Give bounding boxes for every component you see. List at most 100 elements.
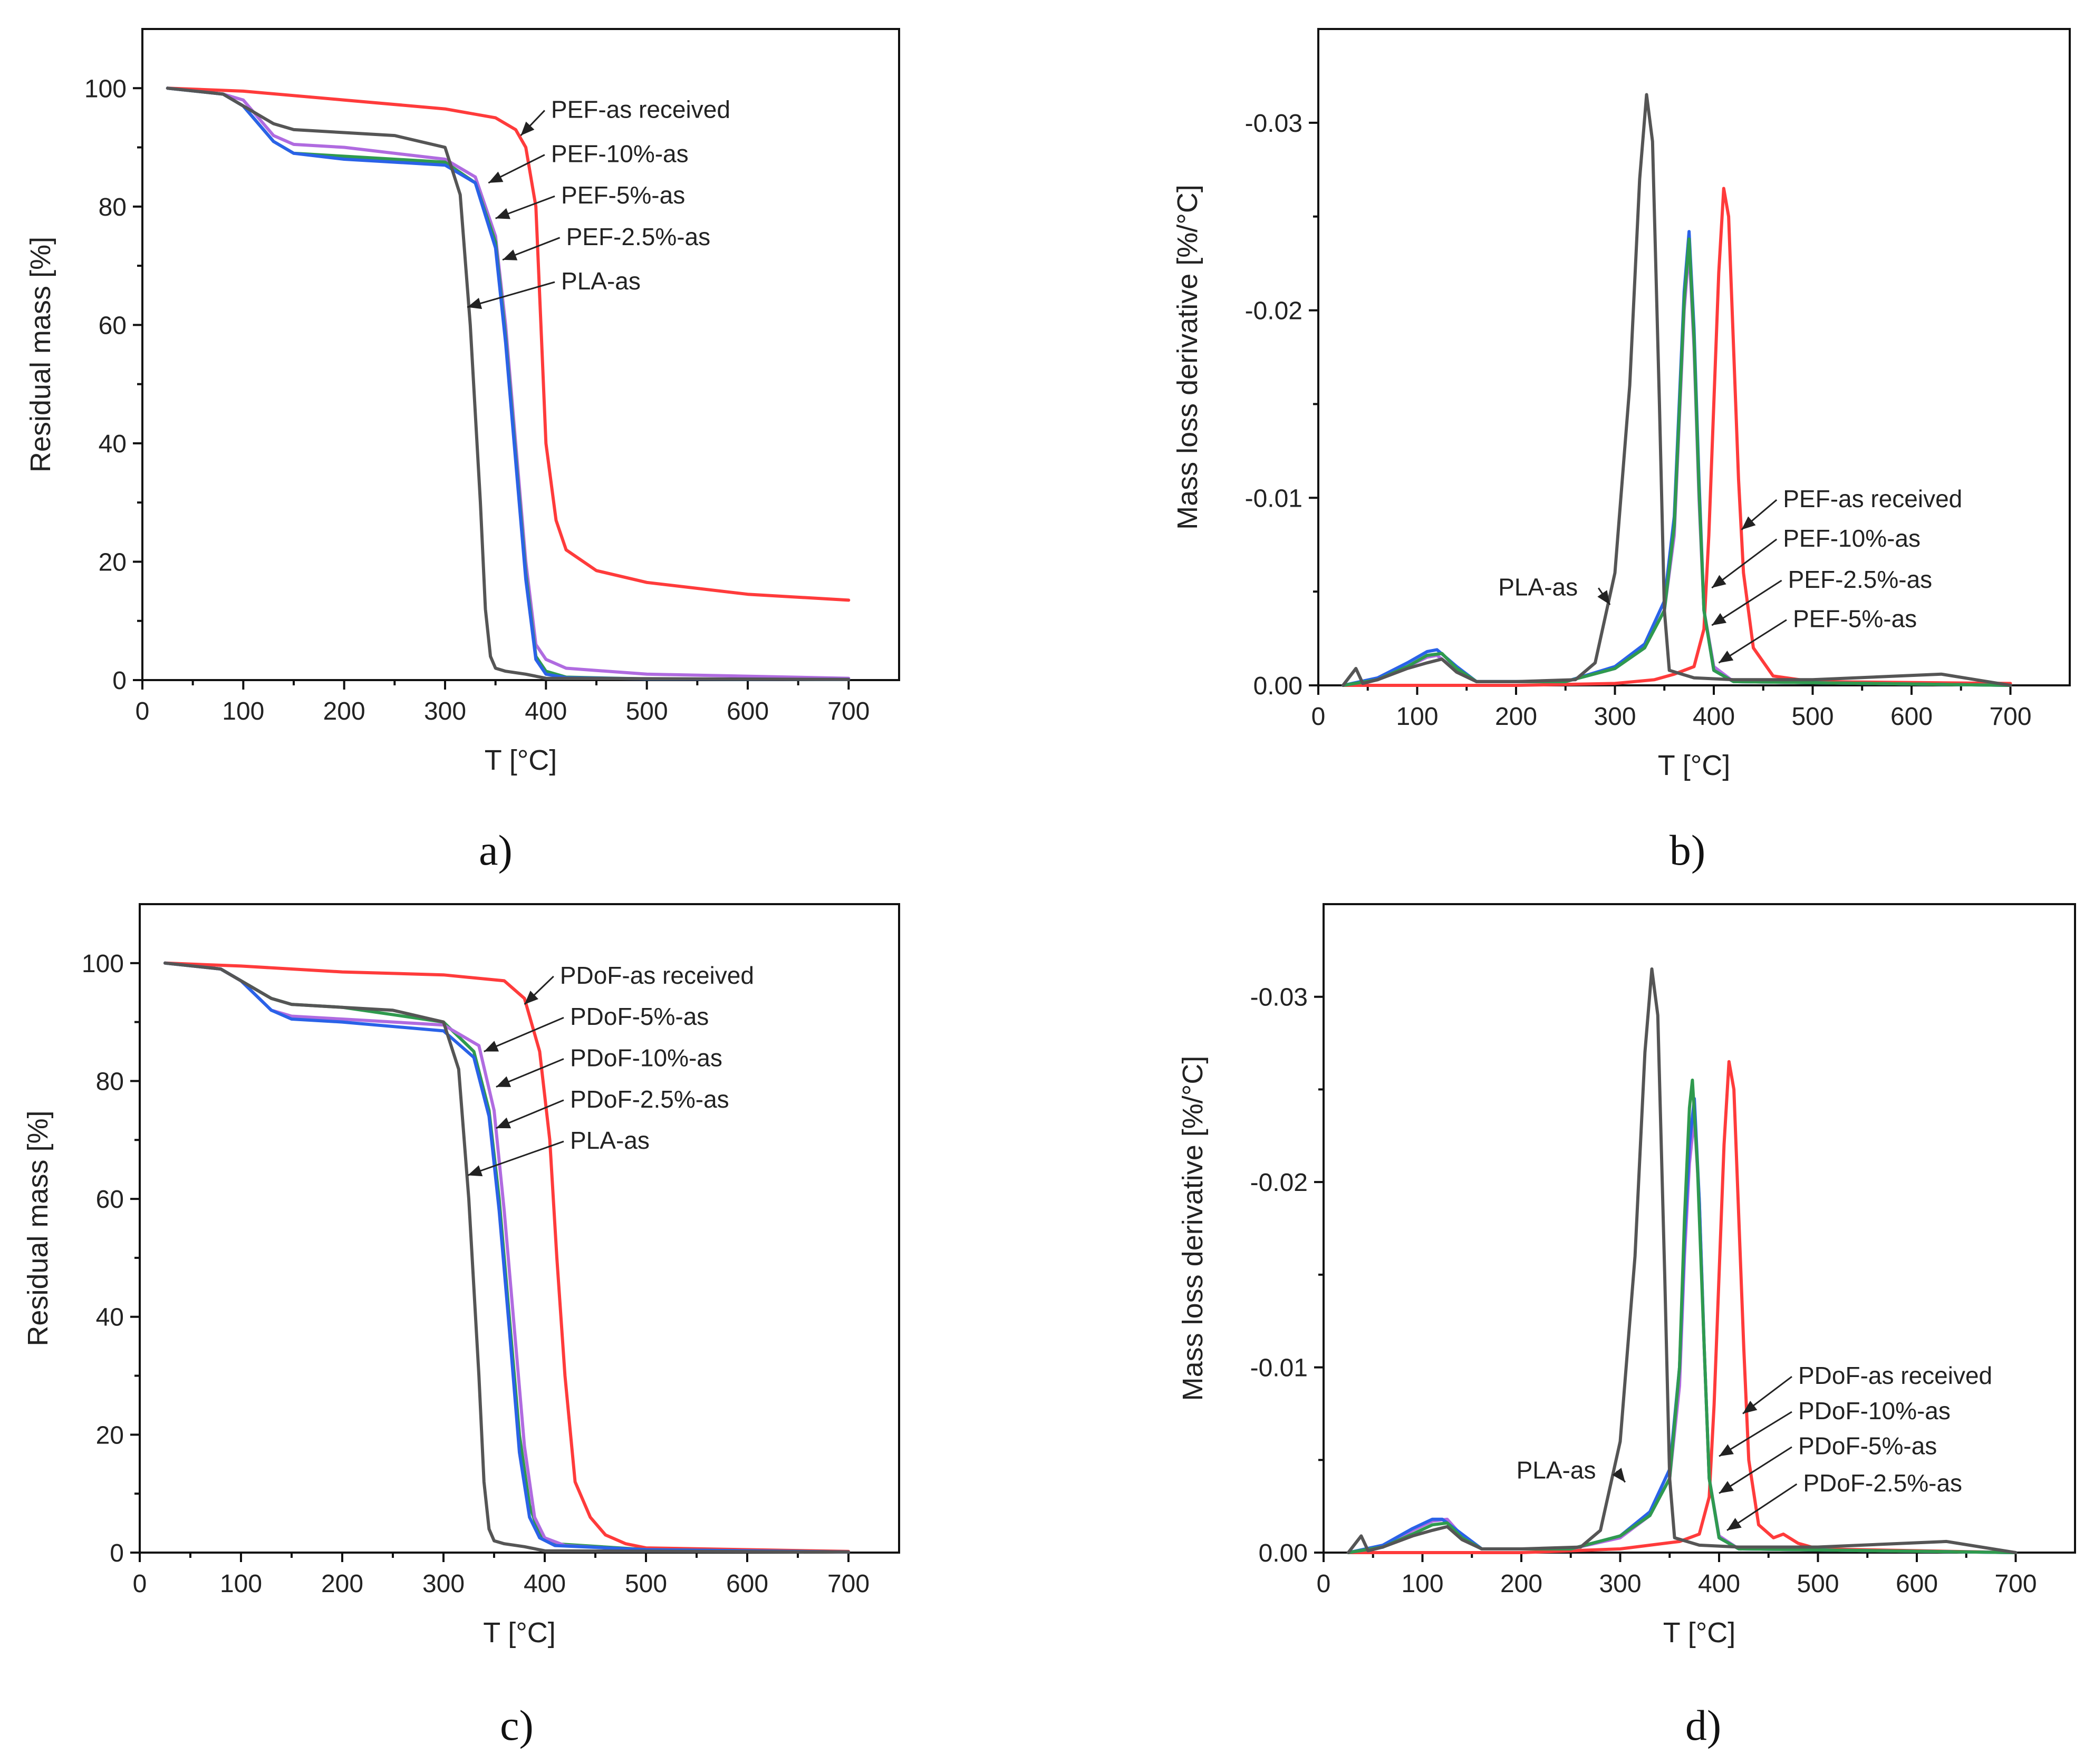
annotation-arrowhead <box>1727 1518 1742 1530</box>
annotation-arrowhead <box>1612 1468 1625 1482</box>
y-axis-label: Mass loss derivative [%/°C] <box>1177 1056 1209 1401</box>
annotation-label: PLA-as <box>561 267 641 295</box>
annotation-arrowhead <box>496 1117 512 1129</box>
annotation-arrowhead <box>1712 575 1726 588</box>
x-tick-label: 100 <box>1401 1570 1443 1598</box>
y-tick-label: 60 <box>99 312 127 340</box>
annotation-label: PEF-as received <box>551 95 730 123</box>
annotation-arrowhead <box>1712 613 1727 626</box>
x-axis-label: T [°C] <box>1658 750 1731 781</box>
annotation-label: PDoF-10%-as <box>570 1044 722 1072</box>
x-tick-label: 500 <box>1797 1570 1839 1598</box>
plot-frame <box>1317 28 2071 686</box>
y-tick-label: -0.03 <box>1250 984 1308 1012</box>
annotation-label: PEF-10%-as <box>1783 525 1921 552</box>
x-tick-label: 100 <box>1396 703 1438 731</box>
annotation-label: PDoF-10%-as <box>1798 1397 1951 1424</box>
x-tick-label: 500 <box>626 697 668 725</box>
x-tick-label: 700 <box>827 1570 870 1598</box>
y-tick-label: -0.01 <box>1250 1354 1308 1382</box>
y-tick-label: 0 <box>110 1539 124 1567</box>
x-tick-label: 0 <box>133 1570 147 1598</box>
x-tick-label: 0 <box>1311 703 1326 731</box>
x-tick-label: 600 <box>1890 703 1933 731</box>
x-tick-label: 400 <box>524 1570 566 1598</box>
x-axis-label: T [°C] <box>485 744 557 776</box>
x-tick-label: 500 <box>1791 703 1834 731</box>
annotation-arrow <box>467 281 555 308</box>
y-tick-label: 80 <box>99 193 127 221</box>
y-tick-label: 20 <box>96 1421 124 1449</box>
annotation-label: PDoF-5%-as <box>570 1003 709 1030</box>
annotation-label: PEF-5%-as <box>1793 605 1917 633</box>
x-tick-label: 300 <box>424 697 466 725</box>
annotation-arrowhead <box>524 991 538 1005</box>
y-tick-label: 100 <box>82 950 124 978</box>
series-line-pef-10-as <box>166 86 851 680</box>
panel-label: a) <box>479 826 513 874</box>
y-tick-label: -0.02 <box>1245 297 1302 325</box>
series-line-pla-as <box>1346 967 2018 1554</box>
series-line-pla-as <box>1341 93 2012 687</box>
y-tick-label: -0.03 <box>1245 110 1302 138</box>
x-tick-label: 400 <box>1698 1570 1740 1598</box>
annotation-arrowhead <box>503 249 518 260</box>
y-tick-label: 40 <box>96 1304 124 1332</box>
annotation-arrowhead <box>467 297 483 309</box>
series-line-pdof-2-5-as <box>163 961 850 1554</box>
x-tick-label: 500 <box>625 1570 667 1598</box>
annotation-arrowhead <box>1719 1444 1734 1457</box>
annotation-label: PDoF-2.5%-as <box>570 1085 729 1113</box>
x-tick-label: 400 <box>1693 703 1735 731</box>
panel-label: d) <box>1685 1701 1721 1749</box>
x-tick-label: 700 <box>1994 1570 2037 1598</box>
y-axis-label: Mass loss derivative [%/°C] <box>1172 185 1203 530</box>
annotation-arrowhead <box>484 1041 499 1052</box>
annotation-arrow <box>1726 1483 1798 1532</box>
x-tick-label: 300 <box>1594 703 1636 731</box>
x-tick-label: 0 <box>1317 1570 1331 1598</box>
y-tick-label: 100 <box>84 75 127 103</box>
x-tick-label: 600 <box>727 697 769 725</box>
chart-b: 0 100 200 300 400 500 600 700 0.00 -0.01 -0.02 -0.0… <box>1172 28 2071 874</box>
x-axis-label: T [°C] <box>483 1617 556 1649</box>
x-tick-label: 200 <box>1495 703 1537 731</box>
annotation-label: PEF-5%-as <box>561 181 685 209</box>
series-line-pef-as-received <box>1341 187 2012 687</box>
x-tick-label: 700 <box>1989 703 2031 731</box>
y-tick-label: 40 <box>99 430 127 458</box>
x-tick-label: 300 <box>1599 1570 1641 1598</box>
series-line-pla-as <box>163 961 850 1554</box>
x-tick-label: 200 <box>323 697 365 725</box>
x-axis-label: T [°C] <box>1663 1617 1736 1649</box>
y-tick-label: 0.00 <box>1259 1539 1308 1567</box>
annotation-label: PLA-as <box>570 1127 650 1154</box>
x-tick-label: 0 <box>136 697 150 725</box>
annotation-arrowhead <box>496 1076 512 1087</box>
annotation-label: PDoF-as received <box>1798 1362 1992 1389</box>
annotation-arrow <box>467 1140 564 1176</box>
annotation-label: PEF-2.5%-as <box>1788 566 1933 593</box>
plot-frame <box>141 28 900 681</box>
x-tick-label: 100 <box>220 1570 262 1598</box>
x-tick-label: 300 <box>422 1570 465 1598</box>
annotation-label: PEF-10%-as <box>551 140 689 168</box>
x-tick-label: 600 <box>1896 1570 1938 1598</box>
chart-c: 0 100 200 300 400 500 600 700 0 20 40 60 80 100 T [°C]… <box>22 903 900 1749</box>
series-line-pef-as-received <box>166 86 851 602</box>
annotation-arrowhead <box>495 208 510 219</box>
y-tick-label: 20 <box>99 548 127 576</box>
annotation-arrowhead <box>1719 651 1734 663</box>
series-line-pef-2-5-as <box>166 86 851 681</box>
y-axis-label: Residual mass [%] <box>25 237 56 472</box>
annotation-label: PDoF-as received <box>560 962 754 989</box>
annotation-label: PEF-2.5%-as <box>566 223 711 250</box>
x-tick-label: 100 <box>222 697 264 725</box>
y-tick-label: -0.02 <box>1250 1169 1308 1197</box>
chart-a: 0 100 200 300 400 500 600 700 0 20 40 60 80 100 T [°C]… <box>25 28 900 874</box>
annotation-arrow <box>1719 1411 1792 1457</box>
annotation-arrowhead <box>488 171 504 183</box>
y-tick-label: 60 <box>96 1186 124 1214</box>
